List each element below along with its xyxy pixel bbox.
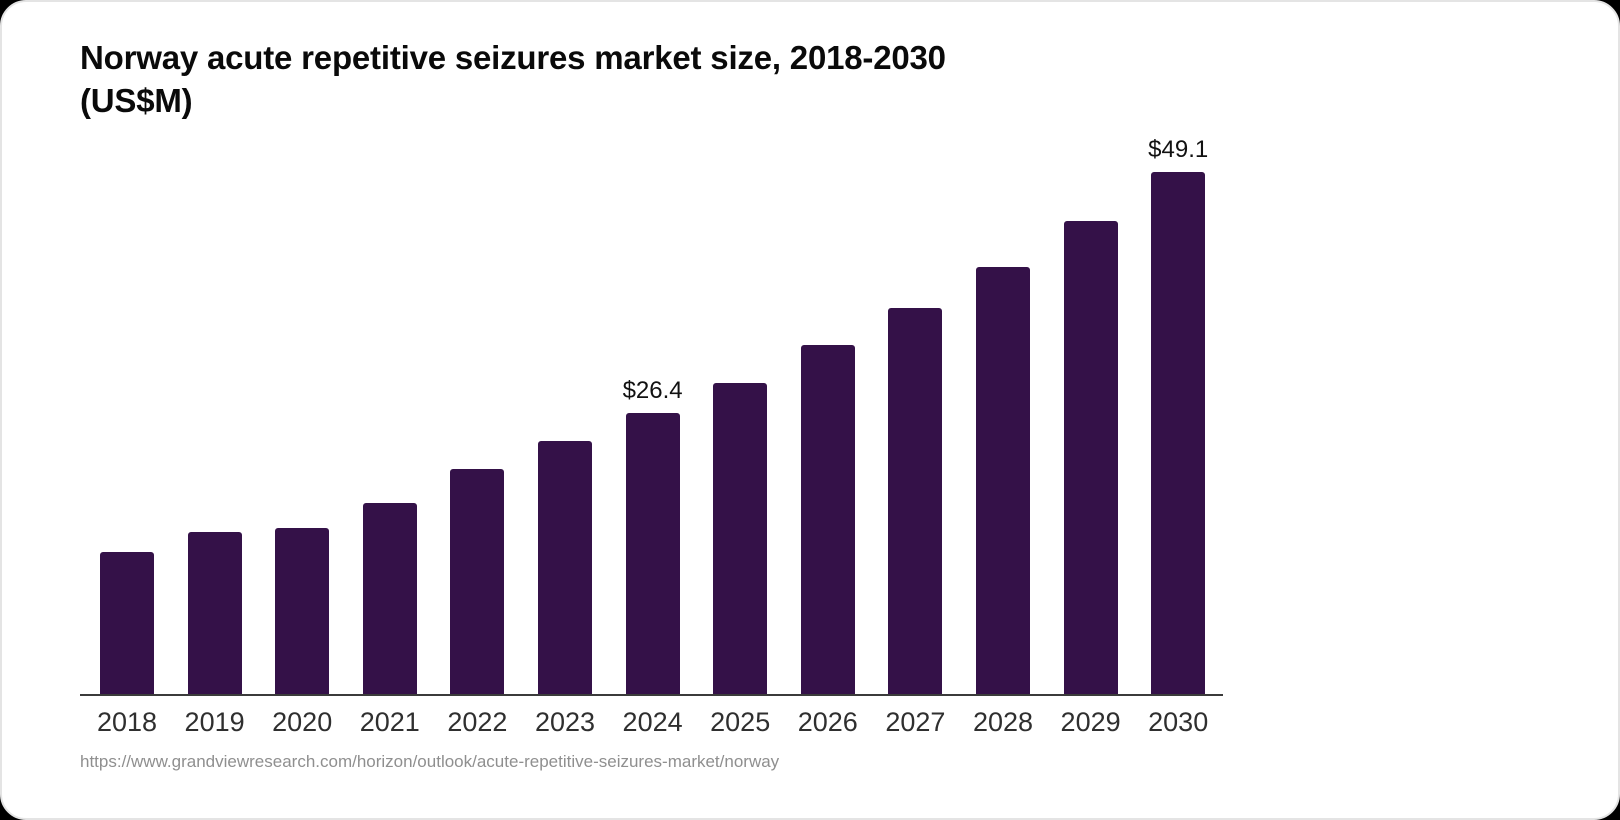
x-tick-2018: 2018 bbox=[96, 707, 158, 737]
x-tick-2026: 2026 bbox=[797, 707, 858, 737]
bar-2024[interactable] bbox=[625, 413, 680, 694]
bar-2027[interactable] bbox=[888, 308, 943, 694]
source-url: https://www.grandviewresearch.com/horizo… bbox=[80, 752, 780, 771]
bar-group-2029: 2029 bbox=[1061, 152, 1121, 737]
bar-2030[interactable] bbox=[1151, 172, 1206, 694]
bar-2029[interactable] bbox=[1063, 221, 1118, 694]
chart-title: Norway acute repetitive seizures market … bbox=[80, 36, 946, 122]
x-tick-2027: 2027 bbox=[885, 707, 946, 737]
x-tick-2021: 2021 bbox=[359, 707, 420, 737]
bar-group-2023: 2023 bbox=[535, 152, 595, 737]
bar-2019[interactable] bbox=[187, 532, 242, 694]
bar-group-2024: $26.4 2024 bbox=[622, 152, 683, 737]
plot-area: 2018 2019 2020 2021 2022 2023 $26.4 2024 2025 202… bbox=[80, 136, 1223, 737]
x-tick-2020: 2020 bbox=[272, 707, 333, 737]
x-tick-2023: 2023 bbox=[534, 707, 596, 737]
bar-value-label-2024: $26.4 bbox=[622, 377, 683, 404]
bar-2028[interactable] bbox=[976, 267, 1030, 694]
bar-group-2019: 2019 bbox=[185, 152, 245, 737]
bar-2023[interactable] bbox=[538, 441, 592, 694]
x-tick-2025: 2025 bbox=[710, 707, 771, 737]
bar-2026[interactable] bbox=[800, 345, 855, 694]
bar-2025[interactable] bbox=[713, 383, 768, 694]
bar-group-2022: 2022 bbox=[447, 152, 507, 737]
x-tick-2030: 2030 bbox=[1148, 707, 1209, 737]
x-tick-2019: 2019 bbox=[184, 707, 245, 737]
bar-2020[interactable] bbox=[275, 528, 330, 694]
x-tick-2028: 2028 bbox=[972, 707, 1034, 737]
chart-title-line1: Norway acute repetitive seizures market … bbox=[80, 39, 946, 76]
bar-group-2018: 2018 bbox=[97, 152, 157, 737]
bar-2021[interactable] bbox=[362, 503, 417, 694]
bar-2022[interactable] bbox=[450, 469, 505, 694]
bar-2018[interactable] bbox=[100, 552, 154, 694]
bar-group-2027: 2027 bbox=[885, 152, 945, 737]
chart-title-line2: (US$M) bbox=[80, 82, 193, 119]
x-tick-2024: 2024 bbox=[622, 707, 683, 737]
bar-group-2020: 2020 bbox=[272, 152, 332, 737]
bar-group-2028: 2028 bbox=[973, 152, 1033, 737]
bar-group-2030: $49.1 2030 bbox=[1148, 136, 1208, 737]
x-tick-2022: 2022 bbox=[447, 707, 508, 737]
bar-value-label-2030: $49.1 bbox=[1148, 136, 1209, 163]
bar-group-2026: 2026 bbox=[798, 152, 858, 737]
x-tick-2029: 2029 bbox=[1060, 707, 1121, 737]
bar-group-2021: 2021 bbox=[360, 152, 420, 737]
bar-group-2025: 2025 bbox=[710, 152, 770, 737]
